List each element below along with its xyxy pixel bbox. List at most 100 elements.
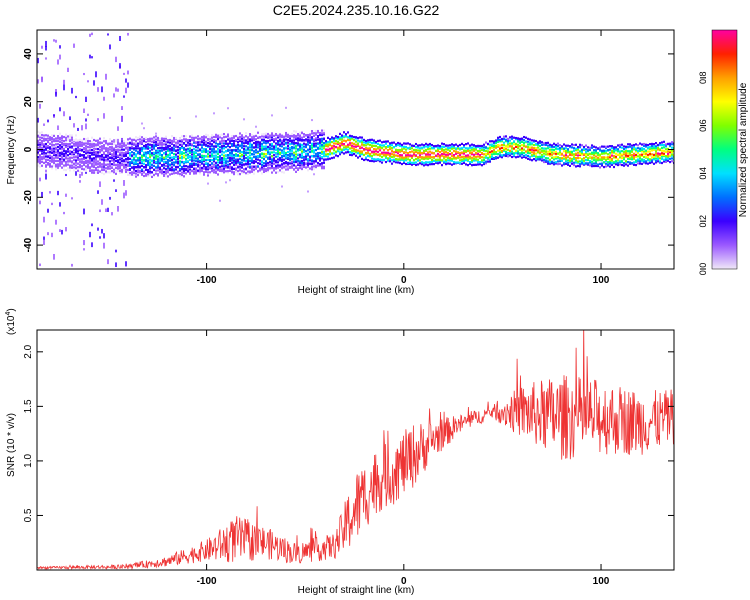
heatmap-cell	[185, 157, 187, 161]
heatmap-cell	[447, 153, 449, 156]
heatmap-cell	[229, 154, 231, 157]
heatmap-cell	[537, 146, 539, 149]
heatmap-cell	[65, 156, 67, 159]
heatmap-cell	[451, 143, 453, 146]
heatmap-cell	[151, 145, 153, 148]
heatmap-cell	[81, 148, 83, 151]
heatmap-cell	[653, 146, 655, 150]
heatmap-cell	[317, 138, 319, 141]
heatmap-cell	[109, 151, 111, 154]
heatmap-cell	[271, 165, 273, 168]
heatmap-cell	[287, 154, 289, 157]
heatmap-cell	[291, 157, 293, 160]
heatmap-cell	[131, 158, 133, 162]
heatmap-cell	[463, 155, 465, 158]
heatmap-cell	[165, 153, 167, 156]
heatmap-cell	[669, 154, 671, 157]
heatmap-cell	[627, 157, 629, 160]
heatmap-cell	[207, 171, 209, 174]
heatmap-cell	[79, 138, 81, 141]
heatmap-cell	[163, 157, 165, 161]
heatmap-cell	[491, 153, 493, 156]
heatmap-cell	[233, 144, 235, 147]
heatmap-cell	[55, 91, 57, 97]
heatmap-cell	[109, 152, 111, 156]
heatmap-cell	[387, 151, 389, 154]
heatmap-cell	[227, 171, 229, 174]
heatmap-cell	[359, 147, 361, 150]
heatmap-cell	[497, 145, 499, 148]
heatmap-cell	[429, 150, 431, 153]
heatmap-cell	[71, 160, 73, 163]
heatmap-cell	[117, 163, 119, 167]
heatmap-cell	[277, 158, 279, 161]
heatmap-cell	[437, 158, 439, 161]
heatmap-cell	[571, 157, 573, 161]
heatmap-cell	[149, 167, 151, 170]
heatmap-cell	[39, 263, 41, 267]
heatmap-cell	[317, 146, 319, 149]
heatmap-cell	[131, 171, 133, 174]
heatmap-cell	[97, 151, 99, 154]
heatmap-cell	[151, 140, 153, 143]
heatmap-cell	[119, 167, 121, 170]
heatmap-cell	[283, 171, 285, 174]
heatmap-cell	[41, 76, 43, 81]
heatmap-cell	[299, 139, 301, 142]
heatmap-cell	[371, 154, 373, 157]
heatmap-cell	[665, 157, 667, 160]
heatmap-cell	[89, 231, 91, 238]
heatmap-cell	[121, 144, 123, 147]
heatmap-cell	[57, 135, 59, 138]
heatmap-cell	[41, 142, 43, 145]
heatmap-cell	[249, 154, 251, 157]
heatmap-cell	[149, 171, 151, 175]
heatmap-cell	[59, 140, 61, 143]
heatmap-cell	[537, 141, 539, 144]
heatmap-cell	[653, 153, 655, 156]
heatmap-cell	[661, 157, 663, 160]
heatmap-cell	[267, 157, 269, 160]
heatmap-cell	[63, 150, 65, 153]
heatmap-cell	[431, 158, 433, 162]
heatmap-cell	[41, 164, 43, 167]
heatmap-cell	[177, 162, 179, 165]
heatmap-cell	[227, 144, 229, 147]
heatmap-cell	[395, 150, 397, 154]
heatmap-cell	[137, 162, 139, 166]
heatmap-cell	[669, 149, 671, 152]
heatmap-cell	[211, 165, 213, 168]
heatmap-cell	[145, 155, 147, 159]
heatmap-cell	[41, 152, 43, 155]
heatmap-cell	[383, 158, 385, 162]
heatmap-cell	[573, 143, 575, 147]
heatmap-cell	[89, 167, 91, 170]
heatmap-cell	[531, 148, 533, 151]
heatmap-cell	[609, 162, 611, 165]
heatmap-cell	[101, 171, 103, 175]
heatmap-cell	[275, 155, 277, 158]
heatmap-cell	[667, 142, 669, 145]
heatmap-cell	[669, 142, 671, 145]
heatmap-cell	[221, 165, 223, 168]
heatmap-cell	[347, 131, 349, 134]
heatmap-cell	[151, 152, 153, 155]
heatmap-cell	[85, 169, 87, 172]
heatmap-cell	[121, 168, 123, 172]
heatmap-cell	[61, 135, 63, 138]
heatmap-cell	[627, 154, 629, 158]
heatmap-cell	[541, 143, 543, 146]
heatmap-cell	[63, 135, 65, 139]
heatmap-cell	[179, 169, 181, 172]
heatmap-cell	[287, 144, 289, 147]
heatmap-cell	[155, 172, 157, 175]
heatmap-cell	[371, 150, 373, 153]
heatmap-cell	[163, 137, 165, 140]
heatmap-cell	[275, 159, 277, 163]
heatmap-cell	[91, 32, 93, 36]
heatmap-cell	[193, 163, 195, 167]
heatmap-cell	[151, 143, 153, 147]
heatmap-cell	[521, 137, 523, 140]
heatmap-cell	[641, 158, 643, 161]
heatmap-cell	[479, 144, 481, 148]
